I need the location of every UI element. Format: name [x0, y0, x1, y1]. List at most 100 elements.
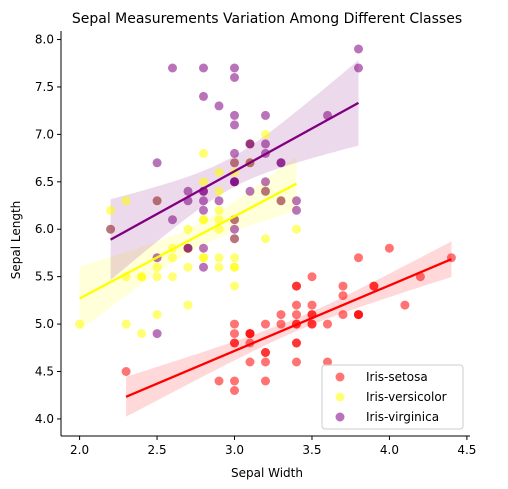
data-point [261, 357, 270, 367]
data-point [230, 338, 239, 348]
data-point [292, 300, 301, 310]
data-point [214, 101, 224, 111]
axes [60, 31, 470, 437]
legend: Iris-setosa Iris-versicolor Iris-virginica [321, 364, 464, 430]
data-point [261, 319, 270, 329]
data-point [292, 357, 301, 367]
data-point [168, 272, 177, 282]
scatter-points [75, 44, 456, 395]
data-point [183, 300, 193, 310]
data-point [230, 262, 239, 272]
legend-label: Iris-setosa [366, 370, 428, 384]
data-point [199, 243, 208, 253]
data-point [307, 319, 317, 329]
data-point [261, 139, 270, 149]
data-point [369, 281, 379, 291]
x-tick-label: 2.5 [148, 443, 167, 457]
data-point [152, 310, 162, 320]
y-tick-label: 8.0 [35, 33, 54, 47]
x-tick-label: 4.0 [380, 443, 399, 457]
y-tick-label: 5.5 [35, 270, 54, 284]
data-point [245, 139, 255, 149]
data-point [292, 205, 301, 215]
data-point [338, 281, 348, 291]
data-point [199, 262, 208, 272]
legend-label: Iris-versicolor [366, 390, 447, 404]
data-point [354, 63, 363, 73]
data-point [75, 319, 85, 329]
y-axis-label: Sepal Length [9, 201, 23, 280]
data-point [152, 196, 162, 206]
data-point [292, 224, 301, 234]
data-point [230, 376, 239, 386]
x-tick-label: 4.5 [457, 443, 476, 457]
data-point [199, 63, 208, 73]
regression-line-0 [125, 258, 452, 398]
y-tick-label: 4.5 [35, 365, 54, 379]
data-point [261, 376, 270, 386]
y-tick-label: 7.0 [35, 127, 54, 141]
data-point [199, 215, 208, 225]
data-point [230, 253, 239, 263]
data-point [245, 357, 255, 367]
data-point [214, 262, 224, 272]
data-point [354, 253, 363, 263]
data-point [261, 186, 270, 196]
data-point [121, 367, 131, 376]
data-point [214, 205, 224, 215]
data-point [230, 224, 239, 234]
legend-marker [335, 392, 345, 402]
data-point [183, 224, 193, 234]
regression-lines [79, 101, 452, 398]
data-point [199, 91, 208, 101]
data-point [230, 110, 239, 120]
data-point [199, 205, 208, 215]
data-point [292, 196, 301, 206]
data-point [245, 186, 255, 196]
data-point [214, 186, 224, 196]
data-point [214, 167, 224, 177]
data-point [214, 376, 224, 386]
data-point [261, 129, 270, 139]
data-point [292, 338, 301, 348]
legend-marker [335, 372, 345, 382]
data-point [323, 357, 332, 367]
data-point [261, 177, 270, 187]
data-point [152, 272, 162, 282]
y-tick-label: 4.0 [35, 412, 54, 426]
data-point [183, 262, 193, 272]
data-point [230, 281, 239, 291]
confidence-band-1 [79, 156, 297, 331]
data-point [354, 44, 363, 54]
data-point [307, 272, 317, 282]
y-tick-label: 6.0 [35, 222, 54, 236]
data-point [276, 196, 286, 206]
x-axis-label: Sepal Width [231, 466, 303, 480]
data-point [261, 234, 270, 244]
data-point [230, 120, 239, 130]
legend-box [321, 364, 464, 430]
y-tick-label: 5.0 [35, 317, 54, 331]
data-point [199, 148, 208, 158]
data-point [400, 300, 410, 310]
y-tick-label: 7.5 [35, 80, 54, 94]
data-point [338, 310, 348, 320]
data-point [276, 319, 286, 329]
data-point [168, 63, 177, 73]
data-point [183, 243, 193, 253]
data-point [230, 177, 239, 187]
data-point [261, 348, 270, 357]
data-point [230, 329, 239, 339]
data-point [199, 196, 208, 206]
y-tick-label: 6.5 [35, 175, 54, 189]
legend-label: Iris-virginica [366, 410, 439, 424]
data-point [106, 224, 116, 234]
data-point [121, 319, 131, 329]
data-point [245, 329, 255, 339]
data-point [152, 329, 162, 339]
x-tick-label: 3.0 [225, 443, 244, 457]
data-point [121, 196, 131, 206]
data-point [292, 281, 301, 291]
regression-line-2 [110, 101, 360, 241]
data-point [230, 158, 239, 168]
